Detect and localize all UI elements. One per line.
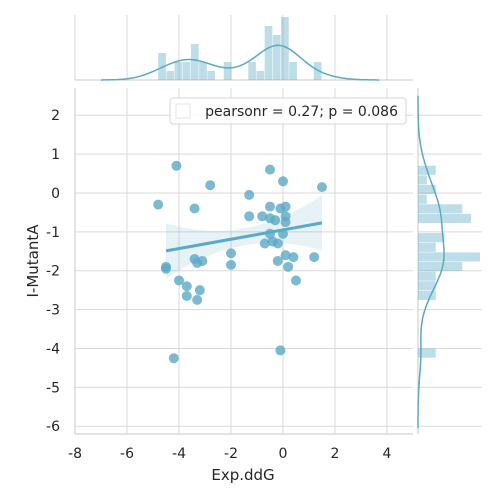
scatter-point xyxy=(205,180,216,191)
marginal-x-bar xyxy=(248,62,256,80)
scatter-point xyxy=(244,211,255,222)
y-tick-label: -5 xyxy=(46,380,60,396)
scatter-point xyxy=(280,217,291,228)
marginal-x-bar xyxy=(199,62,207,80)
x-tick-label: -4 xyxy=(172,446,186,462)
y-ticks: -6 -5 -4 -3 -2 -1 0 1 2 xyxy=(46,108,60,435)
marginal-y-bar xyxy=(418,271,436,281)
x-tick-label: 0 xyxy=(279,446,288,462)
scatter-point xyxy=(161,263,171,274)
scatter-point xyxy=(192,294,203,305)
marginal-y-bar xyxy=(418,194,427,204)
scatter-point xyxy=(181,281,192,292)
y-tick-label: -1 xyxy=(46,225,60,241)
scatter-point xyxy=(283,261,294,272)
scatter-point xyxy=(278,176,288,187)
scatter-point xyxy=(197,256,208,266)
y-tick-label: 1 xyxy=(51,147,60,163)
marginal-y-bar xyxy=(418,281,436,291)
x-ticks: -8 -6 -4 -2 0 2 4 xyxy=(68,446,392,462)
x-tick-label: 2 xyxy=(331,446,340,462)
scatter-point xyxy=(189,203,200,214)
scatter-point xyxy=(309,252,320,263)
y-tick-label: 2 xyxy=(51,108,60,124)
marginal-y-bar xyxy=(418,290,436,300)
scatter-point xyxy=(270,215,281,226)
marginal-y-bar xyxy=(418,252,480,262)
scatter-point xyxy=(259,238,270,249)
x-axis-label: Exp.ddG xyxy=(211,466,274,484)
scatter-point xyxy=(153,199,164,210)
marginal-x-bar xyxy=(190,44,199,80)
scatter-point xyxy=(226,259,236,270)
legend-box xyxy=(169,97,407,125)
scatter-point xyxy=(265,201,275,212)
marginal-y-bar xyxy=(418,261,463,272)
marginal-x xyxy=(101,17,380,81)
marginal-x-bar xyxy=(182,62,191,80)
regression-line xyxy=(165,221,323,253)
y-tick-label: -3 xyxy=(46,303,60,319)
scatter-point xyxy=(272,238,283,249)
marginal-x-bar xyxy=(281,17,289,80)
regression-line-path xyxy=(165,221,323,253)
y-axis-label: I-MutantA xyxy=(24,224,42,298)
marginal-y-bar xyxy=(418,348,436,358)
marginal-x-bar xyxy=(289,62,297,80)
scatter-point xyxy=(288,252,299,263)
scatter-point xyxy=(257,211,268,222)
scatter-point xyxy=(168,353,179,364)
scatter-points xyxy=(153,160,327,364)
marginal-y-bar xyxy=(418,242,436,252)
y-tick-label: -4 xyxy=(46,341,60,357)
scatter-point xyxy=(174,275,184,286)
scatter-point xyxy=(317,182,327,193)
marginal-x-bar xyxy=(174,62,183,80)
x-tick-label: -8 xyxy=(68,446,82,462)
scatter-point xyxy=(280,250,291,261)
scatter-point xyxy=(265,164,275,175)
y-tick-label: 0 xyxy=(51,186,60,202)
y-tick-label: -2 xyxy=(46,264,60,280)
marginal-y-bar xyxy=(418,184,436,195)
marginal-x-bar xyxy=(256,71,265,80)
x-tick-label: -2 xyxy=(224,446,238,462)
marginal-y-bar xyxy=(418,233,445,243)
scatter-point xyxy=(171,160,182,171)
legend-swatch xyxy=(175,103,191,119)
scatter-point xyxy=(278,228,288,239)
scatter-point xyxy=(291,275,301,286)
marginal-x-kde xyxy=(101,44,380,81)
scatter-point xyxy=(194,285,205,296)
marginal-y-bar xyxy=(418,213,472,223)
scatter-point xyxy=(244,189,255,200)
legend-text: pearsonr = 0.27; p = 0.086 xyxy=(205,104,398,120)
marginal-x-bar xyxy=(223,62,232,80)
y-tick-label: -6 xyxy=(46,419,60,435)
scatter-point xyxy=(226,248,236,259)
legend: pearsonr = 0.27; p = 0.086 xyxy=(169,97,407,125)
x-tick-label: 4 xyxy=(383,446,392,462)
marginal-x-bar xyxy=(272,35,281,80)
scatter-point xyxy=(265,228,275,239)
x-tick-label: -6 xyxy=(120,446,134,462)
marginal-y xyxy=(417,95,480,429)
scatter-point xyxy=(181,290,192,301)
marginal-y-kde xyxy=(417,95,445,429)
scatter-point xyxy=(275,345,286,356)
scatter-point xyxy=(272,256,283,266)
marginal-x-bar xyxy=(166,71,175,80)
marginal-y-bar xyxy=(418,175,427,185)
marginal-x-bar xyxy=(207,71,216,80)
marginal-x-bar xyxy=(264,26,273,80)
scatter-point xyxy=(280,201,291,212)
